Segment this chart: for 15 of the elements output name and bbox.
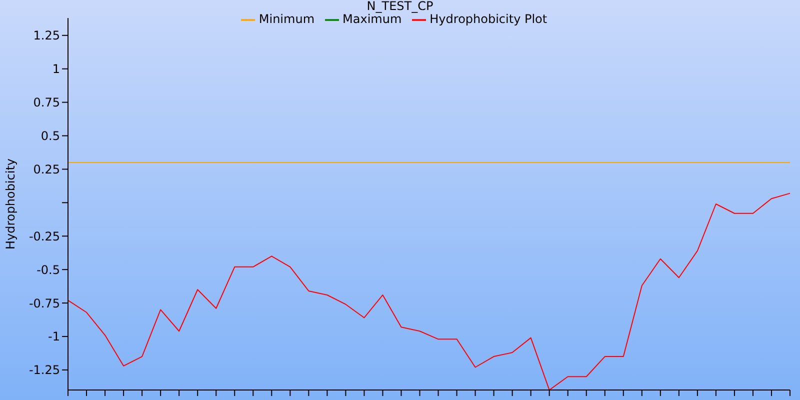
y-tick-label: 1.25 [33,28,60,43]
legend-label: Maximum [342,12,402,26]
y-tick-label: -0.75 [28,296,60,310]
y-tick-label: -0.5 [36,262,60,277]
y-axis-title: Hydrophobicity [3,158,18,250]
y-tick-label: 0.25 [33,162,60,176]
chart-title: N_TEST_CP [366,0,434,13]
y-tick-label: -0.25 [28,229,60,244]
y-tick-label: -1.25 [28,363,60,378]
legend-label: Minimum [258,12,315,26]
y-tick-label: 0.75 [33,96,60,110]
y-tick-label: 1 [52,62,60,76]
y-tick-label: 0.5 [40,129,60,144]
y-tick-label: -1 [48,330,60,344]
legend-label: Hydrophobicity Plot [430,12,548,26]
